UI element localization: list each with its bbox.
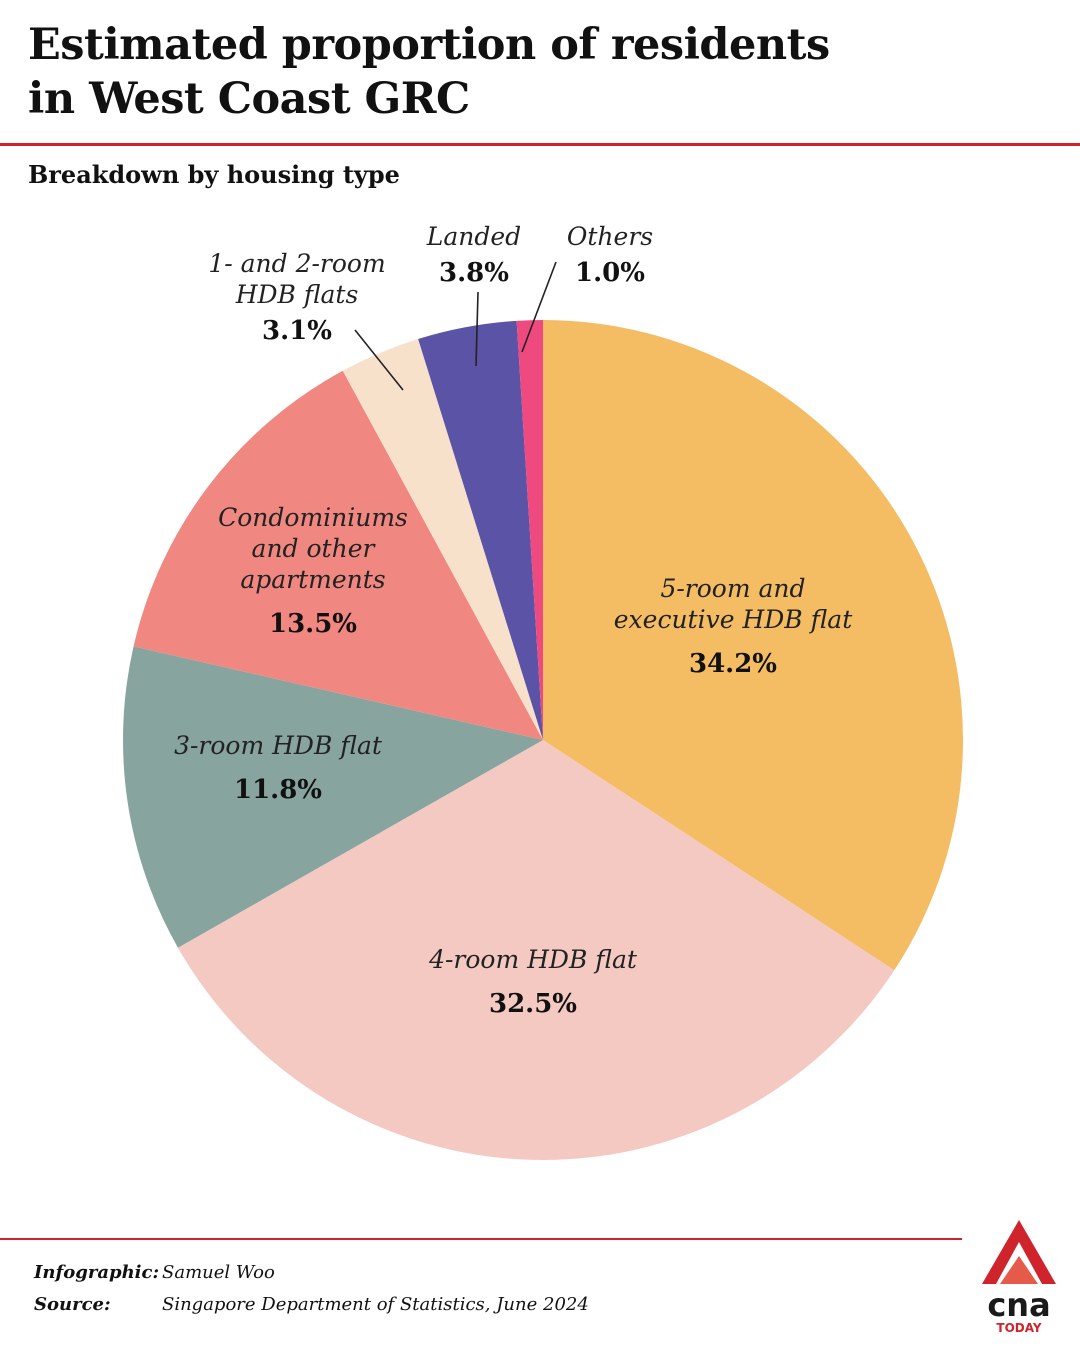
label-5-room-and-executive-hdb-flat: 5-room and executive HDB flat 34.2%: [614, 574, 853, 679]
chart-subtitle: Breakdown by housing type: [28, 160, 400, 189]
label-1-and-2-room-hdb-flats: 1- and 2-room HDB flats 3.1%: [208, 249, 385, 346]
slice-condominiums-and-other-apartments: [133, 370, 543, 740]
slice-3-room-hdb-flat: [122, 646, 543, 948]
label-name-line: Landed: [426, 222, 521, 251]
label-name-line: 4-room HDB flat: [428, 945, 638, 974]
infographic-value: Samuel Woo: [162, 1262, 275, 1283]
label-value: 3.8%: [439, 258, 509, 288]
cna-today-logo: cna TODAY: [982, 1220, 1056, 1335]
label-value: 34.2%: [689, 649, 777, 679]
credit-line: Infographic: Samuel Woo: [34, 1262, 275, 1283]
label-name-line: 3-room HDB flat: [174, 731, 383, 760]
source-line: Source: Singapore Department of Statistic…: [34, 1294, 589, 1315]
slice-1-and-2-room-hdb-flats: [342, 338, 543, 740]
leader-1-and-2-room-hdb-flats: [354, 329, 404, 391]
leader-lines: [354, 261, 557, 391]
label-name-line: Others: [567, 222, 653, 251]
label-name-line: Condominiums: [218, 503, 408, 532]
label-condominiums-and-other-apartments: Condominiums and other apartments 13.5%: [218, 503, 408, 639]
source-label: Source:: [34, 1294, 111, 1315]
label-name-line: apartments: [240, 565, 385, 594]
label-name-line: executive HDB flat: [614, 605, 853, 634]
label-value: 32.5%: [489, 989, 577, 1019]
label-4-room-hdb-flat: 4-room HDB flat 32.5%: [428, 945, 638, 1019]
title-line-2: in West Coast GRC: [28, 74, 470, 124]
slice-labels: 5-room and executive HDB flat 34.2% 4-room …: [174, 222, 853, 1019]
pie-slices: [122, 320, 964, 1161]
slice-landed: [418, 320, 543, 740]
title-line-1: Estimated proportion of residents: [28, 20, 830, 70]
label-value: 1.0%: [575, 258, 645, 288]
label-name-line: and other: [252, 534, 377, 563]
label-landed: Landed 3.8%: [426, 222, 521, 288]
label-value: 13.5%: [269, 609, 357, 639]
leader-landed: [475, 291, 479, 367]
bottom-divider: [0, 1238, 962, 1240]
logo-subtitle: TODAY: [996, 1321, 1041, 1335]
slice-others: [516, 320, 543, 740]
leader-others: [521, 261, 557, 353]
label-name-line: 5-room and: [660, 574, 805, 603]
label-value: 11.8%: [234, 775, 322, 805]
slice-4-room-hdb-flat: [177, 740, 895, 1161]
slice-5-room-and-executive-hdb-flat: [543, 320, 964, 971]
source-value: Singapore Department of Statistics, June…: [162, 1294, 589, 1315]
label-value: 3.1%: [262, 316, 332, 346]
label-name-line: 1- and 2-room: [208, 249, 385, 278]
label-others: Others 1.0%: [567, 222, 653, 288]
chart-title: Estimated proportion of residents in Wes…: [28, 18, 1028, 126]
logo-wordmark: cna: [987, 1286, 1050, 1324]
top-divider: [0, 143, 1080, 146]
label-3-room-hdb-flat: 3-room HDB flat 11.8%: [174, 731, 383, 805]
label-name-line: HDB flats: [235, 280, 359, 309]
infographic-label: Infographic:: [34, 1262, 160, 1283]
